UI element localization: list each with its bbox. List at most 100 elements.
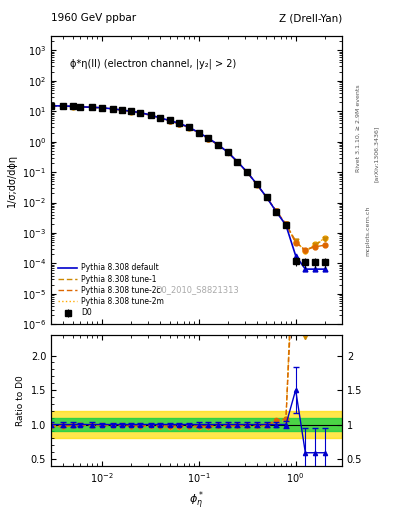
- Pythia 8.308 tune-2m: [245, 169, 250, 176]
- Pythia 8.308 tune-2m: [226, 150, 230, 156]
- Pythia 8.308 tune-2m: [70, 103, 75, 110]
- Pythia 8.308 tune-2m: [119, 107, 124, 113]
- Pythia 8.308 tune-2c: [49, 103, 53, 109]
- Pythia 8.308 default: [177, 120, 182, 126]
- Pythia 8.308 default: [255, 181, 259, 187]
- Pythia 8.308 default: [158, 115, 162, 121]
- Pythia 8.308 tune-2m: [49, 103, 53, 109]
- Pythia 8.308 default: [129, 108, 133, 114]
- Pythia 8.308 tune-2c: [255, 181, 259, 187]
- Pythia 8.308 tune-1: [61, 103, 66, 110]
- Pythia 8.308 tune-1: [177, 121, 182, 127]
- Pythia 8.308 tune-2m: [186, 124, 191, 131]
- Pythia 8.308 tune-2m: [323, 235, 327, 241]
- Pythia 8.308 tune-1: [149, 112, 153, 118]
- Pythia 8.308 tune-2c: [78, 104, 83, 110]
- Legend: Pythia 8.308 default, Pythia 8.308 tune-1, Pythia 8.308 tune-2c, Pythia 8.308 tu: Pythia 8.308 default, Pythia 8.308 tune-…: [55, 260, 167, 321]
- Pythia 8.308 tune-1: [255, 181, 259, 187]
- Pythia 8.308 default: [196, 130, 201, 136]
- Pythia 8.308 tune-2c: [167, 118, 172, 124]
- Pythia 8.308 tune-2c: [274, 208, 279, 214]
- Pythia 8.308 tune-2c: [226, 150, 230, 156]
- Pythia 8.308 tune-2m: [274, 208, 279, 215]
- Pythia 8.308 tune-2c: [245, 169, 250, 175]
- X-axis label: $\phi^*_\eta$: $\phi^*_\eta$: [189, 490, 204, 512]
- Pythia 8.308 default: [61, 103, 66, 109]
- Pythia 8.308 tune-1: [235, 159, 240, 165]
- Pythia 8.308 default: [99, 104, 104, 111]
- Pythia 8.308 default: [303, 266, 308, 272]
- Text: mcplots.cern.ch: mcplots.cern.ch: [365, 205, 371, 255]
- Pythia 8.308 tune-2m: [303, 248, 308, 254]
- Pythia 8.308 tune-2m: [206, 136, 211, 142]
- Pythia 8.308 default: [119, 107, 124, 113]
- Pythia 8.308 tune-2c: [313, 244, 318, 250]
- Pythia 8.308 tune-1: [216, 142, 220, 148]
- Pythia 8.308 tune-2m: [313, 241, 318, 247]
- Pythia 8.308 tune-2m: [255, 181, 259, 187]
- Pythia 8.308 default: [284, 222, 288, 228]
- Pythia 8.308 tune-2c: [70, 103, 75, 110]
- Pythia 8.308 tune-1: [313, 242, 318, 248]
- Pythia 8.308 tune-2m: [90, 104, 95, 111]
- Pythia 8.308 tune-2c: [99, 104, 104, 111]
- Pythia 8.308 tune-2c: [284, 221, 288, 227]
- Pythia 8.308 tune-2c: [206, 136, 211, 142]
- Pythia 8.308 tune-1: [226, 150, 230, 156]
- Pythia 8.308 tune-1: [167, 118, 172, 124]
- Y-axis label: 1/σ;dσ/dϕη: 1/σ;dσ/dϕη: [6, 154, 17, 207]
- Pythia 8.308 tune-1: [49, 103, 53, 110]
- Pythia 8.308 tune-2c: [216, 142, 220, 148]
- Pythia 8.308 tune-1: [264, 194, 269, 200]
- Pythia 8.308 default: [264, 194, 269, 200]
- Pythia 8.308 tune-1: [119, 107, 124, 113]
- Pythia 8.308 tune-1: [78, 104, 83, 110]
- Pythia 8.308 tune-2c: [303, 247, 308, 253]
- Pythia 8.308 tune-2m: [216, 142, 220, 148]
- Pythia 8.308 tune-2c: [149, 112, 153, 118]
- Pythia 8.308 default: [293, 252, 298, 259]
- Bar: [51, 418, 342, 432]
- Pythia 8.308 tune-1: [303, 248, 308, 254]
- Pythia 8.308 default: [216, 141, 220, 147]
- Pythia 8.308 tune-2m: [177, 121, 182, 127]
- Pythia 8.308 tune-2c: [264, 194, 269, 200]
- Pythia 8.308 tune-2m: [110, 106, 115, 112]
- Pythia 8.308 tune-2m: [264, 195, 269, 201]
- Pythia 8.308 default: [149, 112, 153, 118]
- Pythia 8.308 tune-1: [70, 103, 75, 110]
- Line: Pythia 8.308 default: Pythia 8.308 default: [51, 106, 325, 269]
- Text: D0_2010_S8821313: D0_2010_S8821313: [154, 285, 239, 294]
- Y-axis label: Ratio to D0: Ratio to D0: [16, 375, 25, 426]
- Pythia 8.308 default: [206, 135, 211, 141]
- Text: Z (Drell-Yan): Z (Drell-Yan): [279, 13, 342, 23]
- Pythia 8.308 tune-1: [293, 238, 298, 244]
- Pythia 8.308 default: [138, 110, 143, 116]
- Pythia 8.308 tune-2c: [196, 130, 201, 136]
- Pythia 8.308 tune-2m: [167, 118, 172, 124]
- Text: [arXiv:1306.3436]: [arXiv:1306.3436]: [373, 125, 378, 182]
- Pythia 8.308 default: [245, 169, 250, 175]
- Pythia 8.308 tune-2c: [293, 240, 298, 246]
- Pythia 8.308 tune-2c: [138, 110, 143, 116]
- Line: Pythia 8.308 tune-1: Pythia 8.308 tune-1: [51, 106, 325, 251]
- Pythia 8.308 tune-1: [158, 115, 162, 121]
- Pythia 8.308 tune-2c: [90, 104, 95, 111]
- Pythia 8.308 tune-2c: [235, 159, 240, 165]
- Pythia 8.308 tune-1: [110, 106, 115, 112]
- Pythia 8.308 tune-2m: [158, 115, 162, 121]
- Pythia 8.308 default: [90, 104, 95, 111]
- Pythia 8.308 tune-1: [138, 110, 143, 116]
- Pythia 8.308 default: [274, 209, 279, 215]
- Pythia 8.308 tune-2m: [129, 109, 133, 115]
- Pythia 8.308 tune-1: [129, 109, 133, 115]
- Pythia 8.308 tune-2c: [323, 242, 327, 248]
- Pythia 8.308 tune-1: [206, 136, 211, 142]
- Text: Rivet 3.1.10, ≥ 2.9M events: Rivet 3.1.10, ≥ 2.9M events: [356, 84, 361, 172]
- Pythia 8.308 tune-1: [196, 130, 201, 136]
- Pythia 8.308 default: [110, 106, 115, 112]
- Pythia 8.308 default: [78, 104, 83, 110]
- Pythia 8.308 tune-1: [245, 169, 250, 176]
- Pythia 8.308 tune-1: [90, 104, 95, 111]
- Pythia 8.308 tune-2c: [158, 115, 162, 121]
